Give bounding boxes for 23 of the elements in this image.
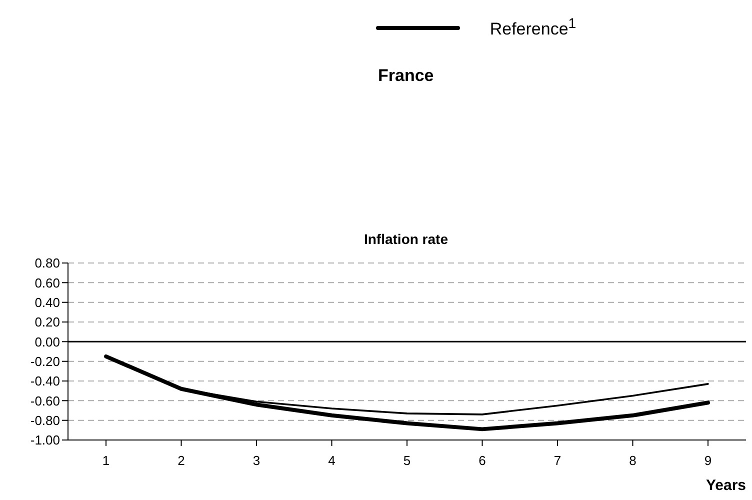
y-tick-label: 0.00 — [34, 334, 60, 350]
x-axis-title: Years — [706, 477, 746, 494]
y-tick-label: -0.60 — [30, 393, 60, 408]
y-tick-label: -0.80 — [30, 412, 60, 428]
y-tick-label: 0.20 — [34, 314, 60, 330]
y-tick-label: -1.00 — [30, 432, 60, 448]
y-tick-label: 0.80 — [34, 256, 60, 271]
x-tick-label: 8 — [629, 453, 636, 468]
x-tick-label: 9 — [704, 453, 712, 468]
x-tick-label: 4 — [328, 453, 336, 468]
x-tick-label: 7 — [554, 453, 562, 468]
x-tick-label: 2 — [178, 453, 185, 468]
y-tick-label: 0.60 — [34, 275, 60, 290]
chart-subtitle: Inflation rate — [362, 231, 449, 249]
x-tick-label: 5 — [403, 453, 411, 468]
legend-label: Reference$^{1}$ — [490, 16, 576, 40]
y-tick-label: 0.40 — [34, 294, 60, 310]
y-tick-label: -0.20 — [30, 354, 60, 369]
chart-title: France — [378, 66, 435, 87]
y-tick-label: -0.40 — [30, 374, 60, 389]
x-tick-label: 1 — [102, 453, 110, 468]
x-tick-label: 6 — [478, 453, 486, 468]
x-tick-label: 3 — [252, 453, 260, 468]
